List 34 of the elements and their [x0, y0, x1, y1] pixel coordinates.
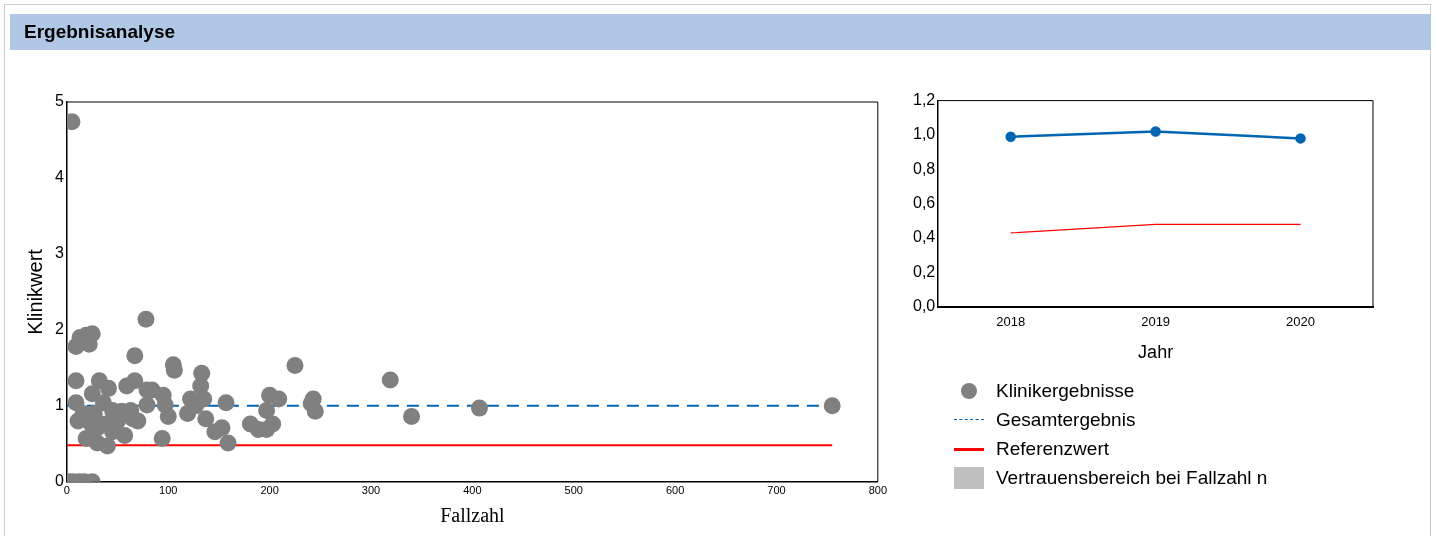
- y-tick-label: 0,8: [912, 159, 936, 177]
- legend-label: Vertrauensbereich bei Fallzahl n: [996, 466, 1268, 489]
- x-tick-label: 300: [361, 484, 381, 497]
- x-axis-title: Fallzahl: [440, 504, 506, 527]
- y-tick-label: 1,0: [912, 125, 936, 143]
- x-tick-label: 500: [564, 484, 583, 497]
- y-tick-label: 1: [54, 396, 64, 414]
- y-tick-label: 2: [54, 320, 64, 338]
- chart-title: Ergebnisanalyse: [10, 14, 1431, 50]
- y-tick-label: 0,6: [912, 194, 936, 212]
- legend-label: Klinikergebnisse: [996, 379, 1135, 402]
- y-tick-label: 0,0: [912, 297, 936, 315]
- x-tick-label: 2018: [996, 314, 1026, 330]
- point: [1005, 131, 1016, 142]
- legend-label: Gesamtergebnis: [996, 408, 1136, 431]
- y-tick-label: 4: [54, 168, 64, 186]
- x-tick-label: 700: [767, 484, 786, 497]
- x-tick-label: 600: [665, 484, 685, 497]
- x-tick-label: 800: [868, 484, 887, 497]
- x-tick-label: 2020: [1286, 314, 1315, 330]
- y-tick-label: 0,4: [912, 228, 936, 246]
- y-tick-label: 1,2: [912, 91, 936, 109]
- x-tick-label: 100: [159, 484, 178, 497]
- x-tick-label: 2019: [1141, 314, 1171, 330]
- y-tick-label: 0,2: [912, 262, 936, 280]
- y-axis-title: Klinikwert: [23, 248, 46, 335]
- point: [1150, 126, 1161, 137]
- legend-label: Referenzwert: [996, 437, 1109, 460]
- y-tick-label: 3: [54, 244, 64, 262]
- x-tick-label: 200: [260, 484, 279, 497]
- x-tick-label: 400: [463, 484, 482, 497]
- y-tick-label: 5: [54, 92, 64, 110]
- point: [1295, 133, 1306, 144]
- x-axis-title: Jahr: [1138, 342, 1174, 363]
